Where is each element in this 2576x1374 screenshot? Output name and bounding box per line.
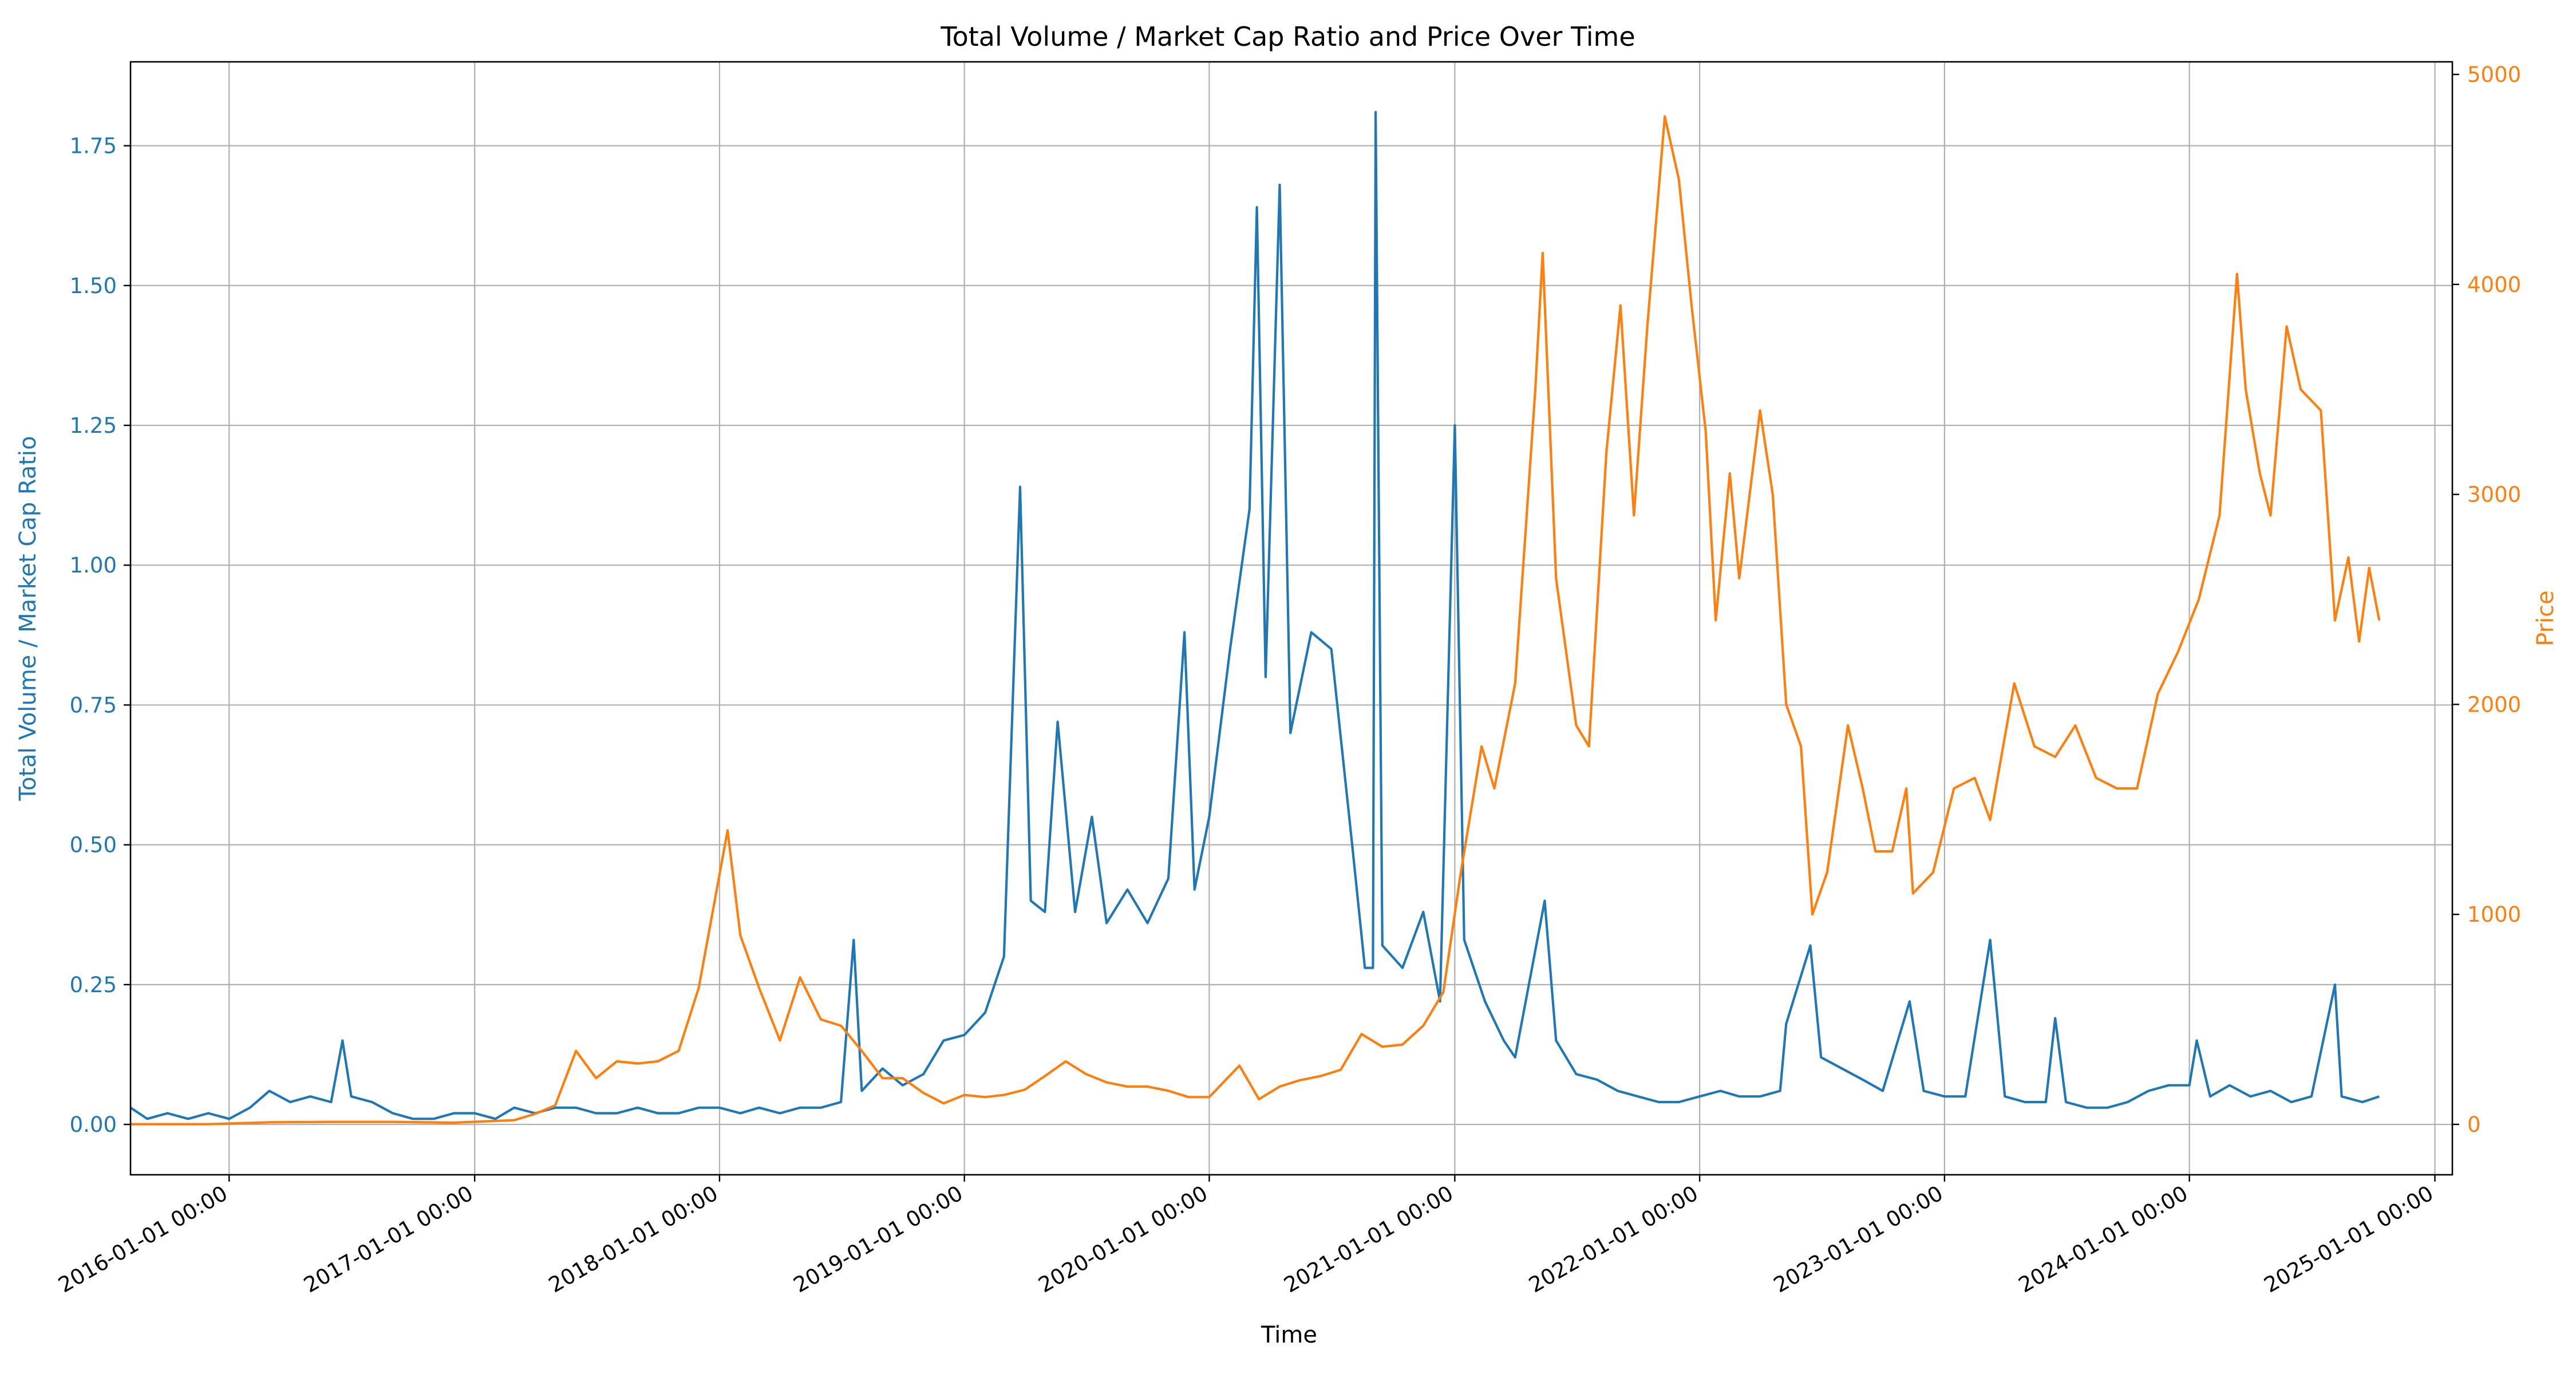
price-line bbox=[131, 115, 2381, 1126]
left-y-tick-label: 0.25 bbox=[70, 973, 117, 997]
volume-market-cap-ratio-line bbox=[129, 110, 2380, 1120]
left-y-axis-label: Total Volume / Market Cap Ratio bbox=[15, 436, 41, 801]
right-y-tick-label: 5000 bbox=[2467, 62, 2521, 87]
right-y-axis-label: Price bbox=[2532, 590, 2559, 646]
right-y-tick-label: 0 bbox=[2467, 1112, 2481, 1137]
grid-lines bbox=[131, 62, 2452, 1175]
left-y-tick-label: 1.75 bbox=[70, 134, 117, 159]
right-y-tick-label: 3000 bbox=[2467, 483, 2521, 507]
left-y-tick-label: 0.75 bbox=[70, 693, 117, 717]
right-y-tick-label: 1000 bbox=[2467, 902, 2521, 927]
left-y-tick-label: 1.00 bbox=[70, 553, 117, 578]
chart-title: Total Volume / Market Cap Ratio and Pric… bbox=[940, 21, 1635, 52]
left-y-tick-label: 0.00 bbox=[70, 1112, 117, 1137]
left-y-tick-label: 1.50 bbox=[70, 274, 117, 298]
left-y-tick-label: 0.50 bbox=[70, 833, 117, 858]
right-y-tick-label: 4000 bbox=[2467, 273, 2521, 297]
right-y-tick-label: 2000 bbox=[2467, 692, 2521, 717]
x-axis-label: Time bbox=[1261, 1322, 1317, 1348]
left-y-tick-label: 1.25 bbox=[70, 413, 117, 438]
plot-frame bbox=[129, 61, 2453, 1176]
series-layer bbox=[129, 110, 2381, 1126]
